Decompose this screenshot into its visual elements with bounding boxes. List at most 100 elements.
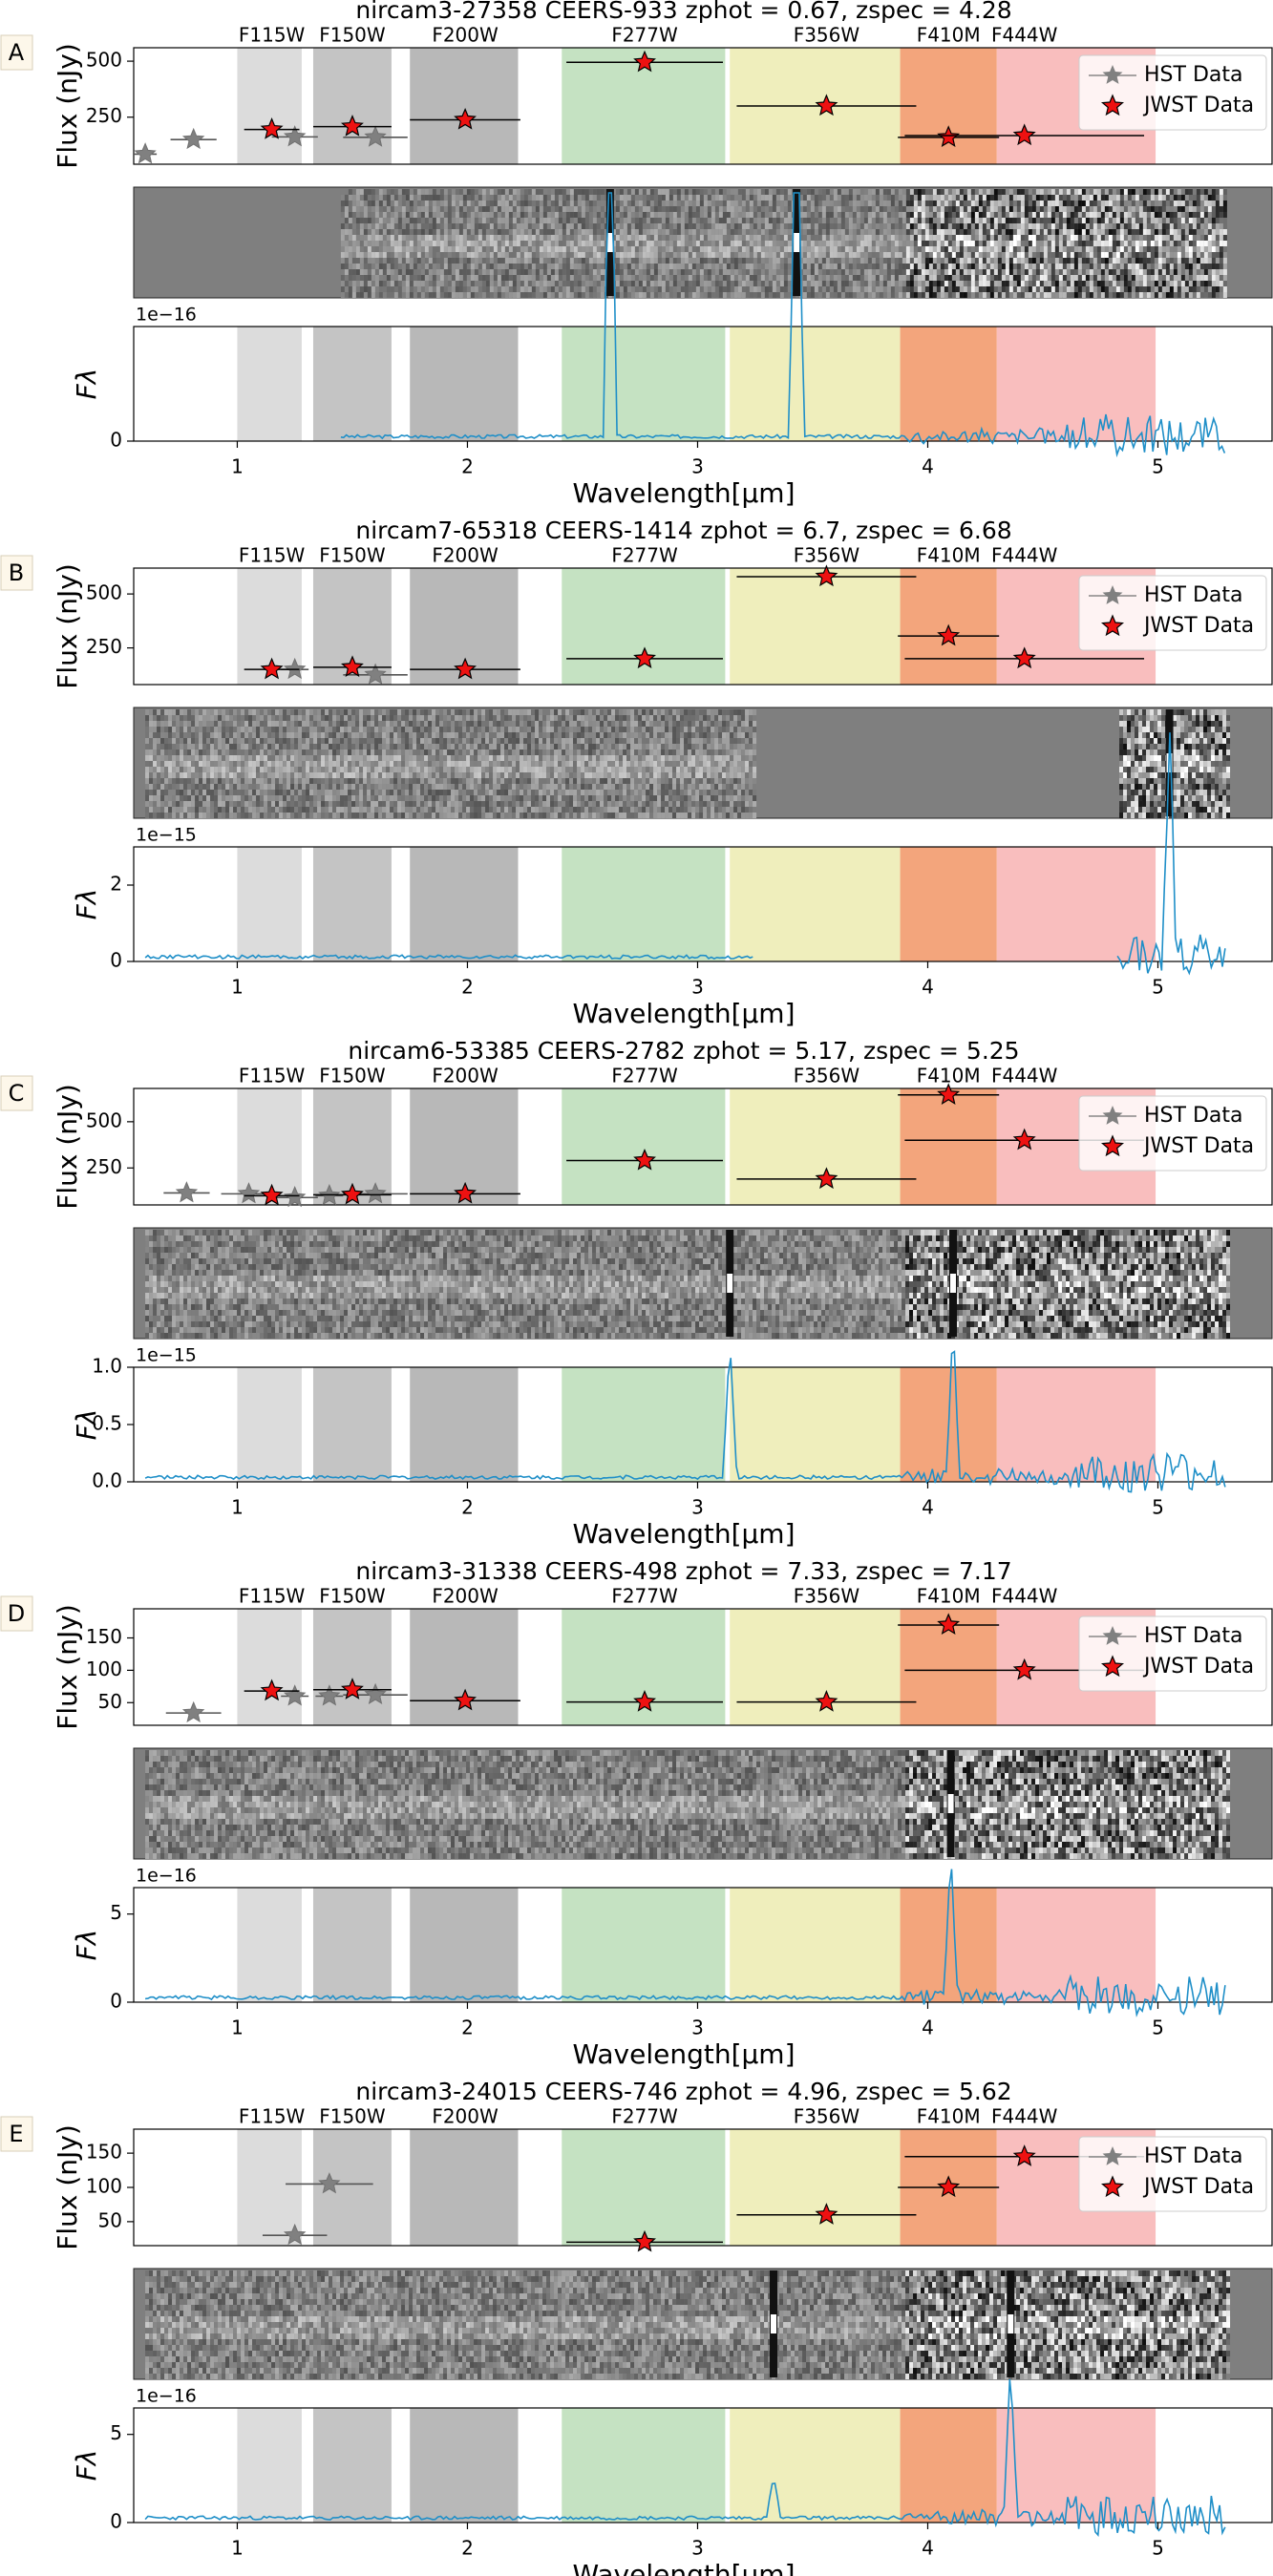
spectrum-2d-pixel [1180, 201, 1185, 206]
spectrum-2d-pixel [367, 281, 371, 286]
spectrum-2d-pixel [508, 269, 513, 275]
spectrum-2d-pixel [982, 246, 987, 252]
spectrum-2d-pixel [1211, 218, 1216, 223]
spectrum-2d-pixel [180, 807, 184, 813]
spectrum-2d-pixel [1008, 201, 1013, 206]
spectrum-2d-pixel [1112, 252, 1116, 258]
spectrum-2d-pixel [351, 269, 356, 275]
spectrum-2d-pixel [351, 223, 356, 229]
spectrum-2d-pixel [882, 206, 887, 212]
spectrum-2d-pixel [970, 206, 975, 212]
spectrum-2d-pixel [1031, 252, 1036, 258]
spectrum-2d-pixel [886, 195, 891, 201]
spectrum-2d-pixel [1073, 281, 1078, 286]
spectrum-2d-pixel [229, 784, 234, 790]
spectrum-2d-pixel [867, 286, 872, 292]
spectrum-2d-pixel [913, 206, 918, 212]
spectrum-2d-pixel [390, 218, 394, 223]
spectrum-2d-pixel [630, 258, 635, 264]
spectrum-2d-pixel [1073, 286, 1078, 292]
spectrum-2d-pixel [180, 795, 184, 801]
spectrum-2d-pixel [596, 235, 601, 241]
spectrum-2d-pixel [222, 761, 226, 767]
spectrum-2d-pixel [413, 235, 417, 241]
spectrum-2d-pixel [802, 269, 807, 275]
spectrum-2d-pixel [688, 223, 692, 229]
spectrum-2d-pixel [546, 258, 551, 264]
spectrum-2d-pixel [1081, 281, 1086, 286]
spectrum-2d-pixel [1127, 195, 1132, 201]
spectrum-2d-pixel [562, 235, 566, 241]
spectrum-2d-pixel [1066, 269, 1071, 275]
spectrum-2d-pixel [225, 744, 230, 750]
spectrum-2d-pixel [921, 223, 925, 229]
spectrum-2d-pixel [1058, 218, 1063, 223]
spectrum-2d-pixel [554, 286, 559, 292]
spectrum-2d-pixel [477, 195, 482, 201]
spectrum-2d-pixel [1123, 218, 1128, 223]
spectrum-2d-pixel [634, 195, 639, 201]
spectrum-2d-pixel [787, 218, 792, 223]
spectrum-2d-pixel [160, 761, 165, 767]
spectrum-2d-pixel [867, 229, 872, 235]
spectrum-2d-pixel [386, 218, 391, 223]
spectrum-2d-pixel [829, 264, 834, 269]
spectrum-2d-pixel [1219, 281, 1223, 286]
spectrum-2d-pixel [466, 252, 471, 258]
spectrum-2d-pixel [955, 264, 960, 269]
spectrum-2d-pixel [558, 223, 562, 229]
spectrum-2d-pixel [764, 235, 769, 241]
spectrum-2d-pixel [374, 229, 379, 235]
spectrum-2d-pixel [432, 286, 436, 292]
spectrum-2d-pixel [600, 269, 605, 275]
spectrum-2d-pixel [432, 212, 436, 218]
spectrum-2d-pixel [413, 252, 417, 258]
spectrum-2d-pixel [1142, 252, 1147, 258]
spectrum-2d-pixel [859, 189, 864, 195]
spectrum-2d-pixel [1035, 275, 1040, 281]
spectrum-2d-pixel [218, 750, 223, 755]
spectrum-2d-pixel [218, 772, 223, 778]
spectrum-2d-pixel [970, 252, 975, 258]
spectrum-2d-pixel [741, 212, 746, 218]
spectrum-2d-pixel [1108, 286, 1113, 292]
spectrum-2d-pixel [642, 235, 647, 241]
spectrum-2d-pixel [867, 292, 872, 298]
spectrum-2d-pixel [348, 218, 352, 223]
spectrum-2d-pixel [829, 195, 834, 201]
spectrum-2d-pixel [233, 755, 238, 761]
spectrum-2d-pixel [1184, 229, 1189, 235]
spectrum-2d-pixel [1115, 281, 1120, 286]
spectrum-2d-pixel [1070, 258, 1074, 264]
spectrum-2d-pixel [913, 275, 918, 281]
spectrum-2d-pixel [1177, 201, 1181, 206]
spectrum-2d-pixel [676, 223, 681, 229]
spectrum-2d-pixel [928, 206, 933, 212]
spectrum-2d-pixel [573, 264, 578, 269]
spectrum-2d-pixel [1203, 223, 1208, 229]
spectrum-2d-pixel [1150, 229, 1155, 235]
spectrum-2d-pixel [959, 246, 964, 252]
spectrum-2d-pixel [413, 258, 417, 264]
spectrum-2d-pixel [974, 292, 979, 298]
spectrum-2d-pixel [909, 206, 914, 212]
spectrum-2d-pixel [546, 252, 551, 258]
spectrum-2d-pixel [810, 252, 815, 258]
spectrum-2d-pixel [856, 218, 860, 223]
spectrum-2d-pixel [646, 235, 650, 241]
jwst-point [633, 50, 656, 73]
spectrum-2d-pixel [1142, 292, 1147, 298]
spectrum-2d-pixel [1012, 258, 1017, 264]
spectrum-2d-pixel [1008, 258, 1013, 264]
spectrum-2d-pixel [1062, 201, 1067, 206]
spectrum-2d-pixel [1081, 264, 1086, 269]
spectrum-2d-pixel [405, 206, 410, 212]
spectrum-2d-pixel [172, 755, 177, 761]
spectrum-2d-pixel [966, 229, 971, 235]
hst-point [283, 125, 307, 147]
spectrum-2d-pixel [649, 229, 654, 235]
spectrum-2d-pixel [1135, 252, 1139, 258]
spectrum-2d-pixel [856, 275, 860, 281]
spectrum-2d-pixel [546, 201, 551, 206]
spectrum-2d-pixel [470, 201, 475, 206]
